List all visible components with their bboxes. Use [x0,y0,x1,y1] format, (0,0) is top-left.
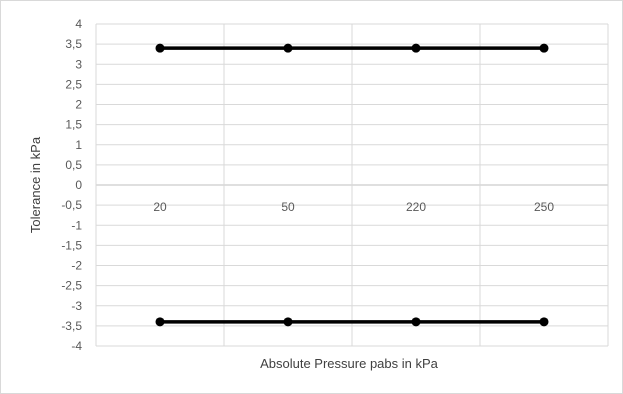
grid [95,23,609,347]
y-tick-label: 4 [75,17,82,31]
y-tick-label: -2 [71,259,82,273]
x-axis-title: Absolute Pressure pabs in kPa [260,356,439,371]
y-tick-label: 1 [75,138,82,152]
y-tick-label: 0,5 [65,158,82,172]
data-point [155,43,165,53]
y-tick-label: 2 [75,98,82,112]
data-point [539,317,549,327]
series-layer [155,43,549,327]
y-tick-label: 2,5 [65,77,82,91]
y-tick-label: 3,5 [65,37,82,51]
y-tick-label: -1,5 [61,238,82,252]
y-tick-label: -3 [71,299,82,313]
data-point [411,317,421,327]
y-tick-label: -1 [71,218,82,232]
data-point [283,43,293,53]
x-tick-label: 50 [281,200,295,214]
data-point [411,43,421,53]
y-tick-label: -4 [71,339,82,353]
x-tick-label: 250 [534,200,554,214]
x-axis-tick-labels: 20 50 220 250 [153,200,554,214]
y-tick-label: 0 [75,178,82,192]
x-tick-label: 20 [153,200,167,214]
data-point [283,317,293,327]
data-point [155,317,165,327]
y-tick-label: 3 [75,57,82,71]
y-tick-label: -3,5 [61,319,82,333]
y-tick-label: -2,5 [61,279,82,293]
y-axis-tick-labels: 4 3,5 3 2,5 2 1,5 1 0,5 0 -0,5 -1 -1,5 -2 -2,5 -3 -3,5 -… [61,17,82,353]
y-axis-title: Tolerance in kPa [28,136,43,233]
y-tick-label: 1,5 [65,118,82,132]
x-tick-label: 220 [406,200,426,214]
data-point [539,43,549,53]
y-tick-label: -0,5 [61,198,82,212]
